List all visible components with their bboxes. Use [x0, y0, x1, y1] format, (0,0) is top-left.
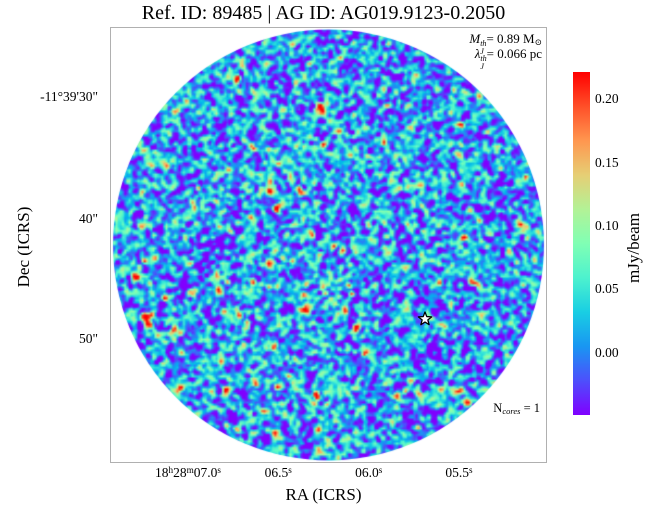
x-tick-label: 06.0s — [355, 465, 383, 481]
y-tick-label: 50" — [78, 331, 98, 346]
x-axis-label: RA (ICRS) — [285, 485, 362, 504]
n-cores-annotation: Ncores = 1 — [493, 401, 540, 417]
x-tick-label: 06.5s — [264, 465, 292, 481]
plot-title: Ref. ID: 89485 | AG ID: AG019.9123-0.205… — [141, 2, 506, 24]
jeans-length-annotation: λ th J = 0.066 pc — [474, 46, 542, 72]
x-tick-label: 05.5s — [445, 465, 473, 481]
x-tick-labels: 18h28m07.0s 06.5s 06.0s 05.5s — [110, 465, 547, 485]
colorbar-tick-label: 0.10 — [595, 218, 619, 233]
colorbar-tick-label: 0.05 — [595, 281, 619, 297]
colorbar-label: mJy/beam — [624, 213, 643, 283]
noise-map-canvas — [111, 28, 546, 462]
colorbar-tick-labels: 0.20 0.15 0.10 0.05 0.00 — [595, 72, 645, 415]
x-tick-label: 18h28m07.0s — [155, 465, 221, 481]
colorbar-tick-label: 0.00 — [595, 345, 619, 360]
colorbar-tick-label: 0.15 — [595, 154, 619, 170]
y-tick-label: -11°39'30" — [40, 88, 98, 104]
y-tick-labels: -11°39'30" 40" 50" — [0, 27, 105, 463]
colorbar-tick-label: 0.20 — [595, 90, 619, 106]
colorbar — [573, 72, 590, 415]
y-tick-label: 40" — [78, 211, 98, 227]
core-star-marker — [417, 311, 432, 326]
